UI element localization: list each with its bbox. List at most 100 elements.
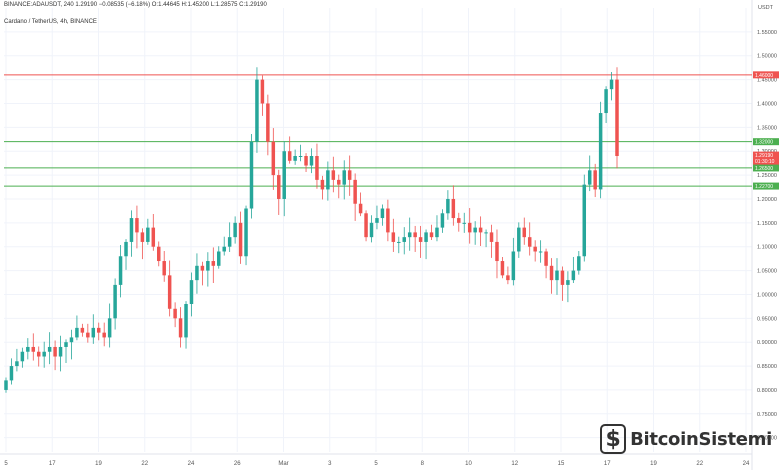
candle-body [435, 227, 439, 238]
candle-body [506, 275, 510, 281]
y-tick-label: 1.50000 [757, 54, 777, 60]
candle-body [517, 227, 521, 252]
candle-body [582, 184, 587, 257]
candle-body [271, 141, 276, 176]
level-price-tag [753, 138, 779, 146]
candle-body [255, 79, 259, 142]
candle-body [298, 156, 303, 157]
candle-body [304, 156, 308, 166]
candle-body [391, 232, 396, 242]
candle-body [364, 213, 368, 238]
y-tick-label: 1.55000 [757, 30, 777, 36]
level-price-label: 1.26500 [755, 166, 773, 172]
level-price-label: 1.32000 [755, 140, 773, 146]
y-tick-label: 0.80000 [757, 388, 777, 394]
candle-body [358, 203, 363, 214]
chart-title: Cardano / TetherUS, 4h, BINANCE [4, 19, 97, 25]
candle-body [320, 179, 325, 190]
level-price-label: 1.46000 [755, 73, 773, 79]
y-tick-label: 1.35000 [757, 125, 777, 131]
y-tick-label: 0.70000 [757, 436, 777, 442]
candle-body [418, 237, 423, 242]
candle-body [342, 170, 346, 185]
candle-body [555, 270, 559, 281]
candle-body [15, 361, 19, 367]
candle-body [244, 208, 248, 257]
y-tick-label: 1.25000 [757, 173, 777, 179]
candle-body [178, 318, 183, 338]
candle-body [195, 265, 199, 281]
candle-body [549, 265, 554, 281]
candle-body [47, 346, 52, 352]
x-tick-label: 19 [95, 461, 102, 467]
candle-body [478, 227, 483, 233]
candle-body [500, 261, 505, 276]
candle-body [140, 232, 145, 242]
candle-body [593, 170, 597, 190]
candle-body [402, 237, 406, 242]
candle-body [118, 256, 123, 285]
candle-body [386, 208, 390, 233]
level-price-tag [753, 164, 779, 172]
candle-body [609, 79, 614, 90]
y-tick-label: 1.00000 [757, 292, 777, 298]
candle-body [107, 318, 112, 338]
candle-body [157, 246, 161, 262]
candle-body [315, 156, 319, 180]
level-price-tag [753, 182, 779, 190]
candle-body [533, 246, 537, 252]
x-tick-label: 22 [696, 461, 703, 467]
candle-body [53, 346, 57, 357]
candle-body [206, 261, 210, 271]
y-tick-label: 0.85000 [757, 364, 777, 370]
y-tick-label: 0.90000 [757, 340, 777, 346]
candle-body [577, 256, 581, 271]
candle-body [282, 151, 286, 199]
x-tick-label: 24 [743, 461, 750, 467]
candle-body [184, 304, 188, 338]
watermark-logo: $ BitcoinSistemi [600, 424, 772, 454]
y-axis-unit-label: USDT [758, 5, 774, 11]
x-tick-label: 22 [141, 461, 148, 467]
candle-body [69, 337, 74, 343]
candle-body [440, 213, 445, 228]
candle-body [80, 327, 85, 333]
candle-body [217, 251, 221, 266]
candle-body [211, 261, 216, 266]
candle-body [151, 227, 156, 247]
candle-body [113, 284, 117, 319]
candle-body [598, 113, 603, 190]
candle-body [337, 179, 341, 185]
candle-body [538, 251, 543, 253]
y-tick-label: 1.10000 [757, 245, 777, 251]
y-tick-label: 1.40000 [757, 101, 777, 107]
x-tick-label: 19 [650, 461, 657, 467]
candle-body [511, 251, 516, 281]
candle-body [467, 222, 472, 233]
candle-body [96, 327, 101, 333]
y-tick-label: 0.95000 [757, 316, 777, 322]
level-price-label: 1.22700 [755, 184, 773, 190]
candle-body [146, 227, 150, 242]
x-tick-label: 12 [511, 461, 518, 467]
candle-body [484, 232, 488, 234]
candle-body [397, 241, 401, 243]
candle-body [102, 332, 106, 338]
candle-body [495, 241, 499, 262]
candle-body [462, 222, 466, 224]
candle-body [560, 270, 565, 285]
candle-body [91, 327, 96, 338]
candle-body [407, 232, 412, 238]
x-tick-label: 17 [604, 461, 611, 467]
candle-body [260, 79, 265, 104]
candle-body [20, 351, 25, 362]
candle-body [249, 141, 254, 209]
x-tick-label: 15 [558, 461, 565, 467]
candle-body [287, 151, 292, 161]
candle-body [129, 218, 134, 242]
candle-body [4, 380, 8, 390]
level-price-tag [753, 71, 779, 79]
candle-body [489, 232, 494, 242]
